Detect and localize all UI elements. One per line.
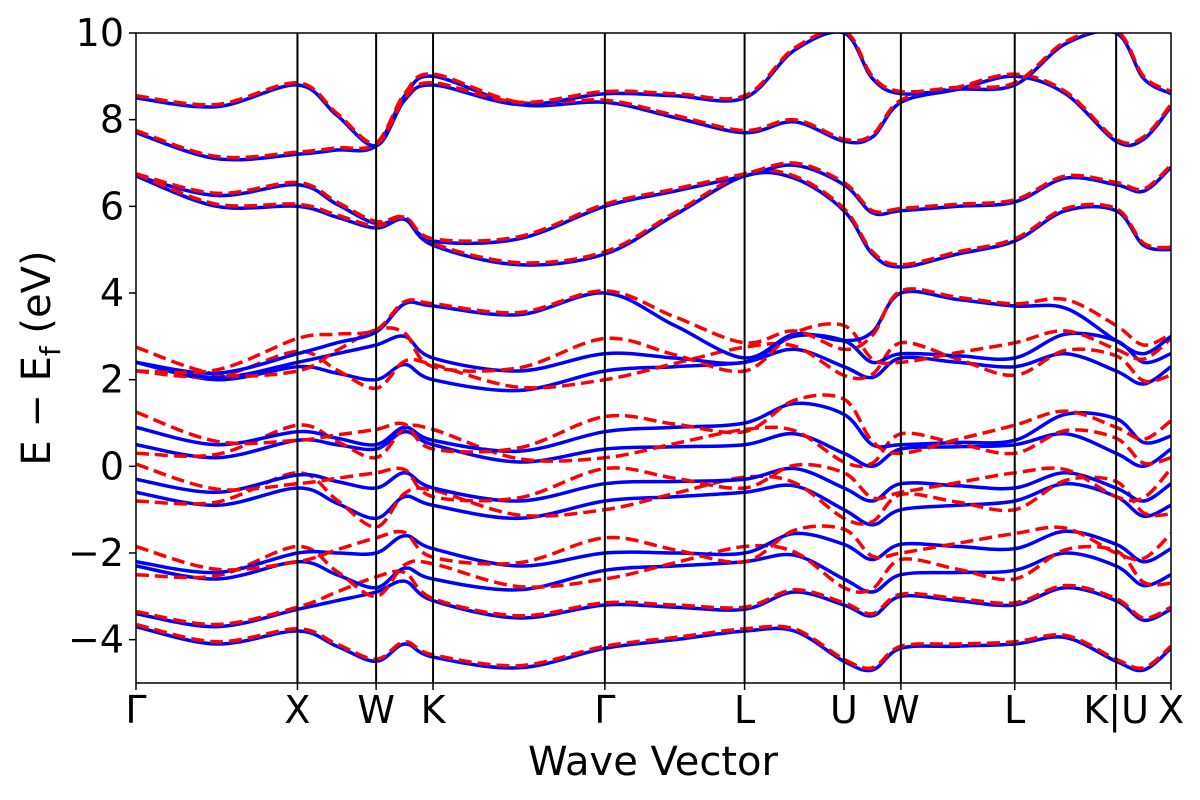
band-line-red (136, 471, 1171, 529)
x-tick-label: L (1004, 688, 1025, 732)
band-line-blue (136, 331, 1171, 380)
band-line-blue (136, 170, 1171, 269)
x-tick-label: X (1158, 688, 1184, 732)
band-line-red (136, 393, 1171, 456)
band-line-blue (136, 551, 1171, 594)
band-line-red (136, 168, 1171, 267)
y-tick-label: 10 (76, 11, 124, 55)
band-line-blue (136, 579, 1171, 629)
y-axis-title: E − Ef (eV) (14, 250, 67, 465)
band-line-red (136, 340, 1171, 391)
x-tick-label: L (734, 688, 755, 732)
band-line-red (136, 423, 1171, 469)
x-tick-label: U (830, 688, 858, 732)
band-line-red (136, 72, 1171, 160)
band-line-blue (136, 429, 1171, 469)
y-tick-label: −4 (68, 618, 124, 662)
x-tick-label: W (357, 688, 395, 732)
plot-frame (135, 32, 1172, 684)
x-tick-label: W (882, 688, 920, 732)
x-tick-label: X (284, 688, 310, 732)
x-axis-title: Wave Vector (528, 739, 779, 785)
band-line-blue (136, 529, 1171, 575)
y-tick-label: 2 (100, 358, 124, 402)
band-line-red (136, 287, 1171, 375)
y-tick-label: 6 (100, 184, 124, 228)
y-tick-label: 4 (100, 271, 124, 315)
band-line-blue (136, 466, 1171, 503)
x-tick-label: Γ (125, 688, 146, 732)
band-line-red (136, 622, 1171, 671)
band-line-blue (136, 289, 1171, 376)
band-line-red (136, 33, 1171, 146)
x-tick-label: Γ (594, 688, 615, 732)
y-tick-label: 8 (100, 98, 124, 142)
band-line-blue (136, 481, 1171, 527)
y-tick-label: 0 (100, 444, 124, 488)
band-line-red (136, 322, 1171, 378)
band-line-red (136, 543, 1171, 599)
band-line-blue (136, 163, 1171, 246)
band-line-blue (136, 347, 1171, 393)
band-line-blue (136, 624, 1171, 673)
band-line-red (136, 161, 1171, 243)
x-tick-label: K (421, 688, 447, 732)
x-tick-label: K|U (1083, 688, 1149, 733)
band-line-red (136, 524, 1171, 572)
band-line-blue (136, 74, 1171, 162)
band-line-blue (136, 401, 1171, 454)
y-tick-label: −2 (68, 531, 124, 575)
band-line-blue (136, 33, 1171, 148)
